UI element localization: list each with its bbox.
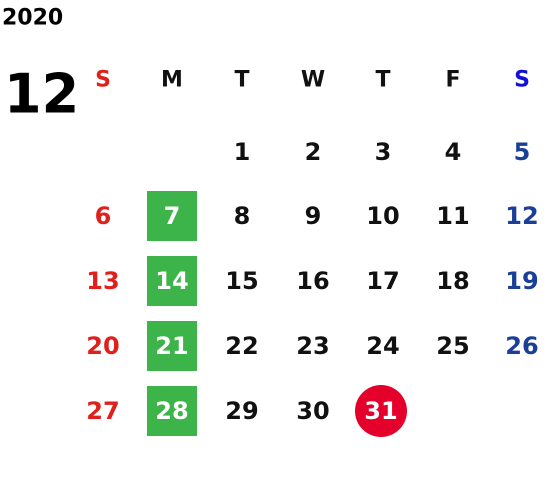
weekday-label: T — [375, 68, 390, 93]
day-number: 18 — [436, 267, 469, 295]
day-number: 4 — [445, 138, 462, 166]
highlight-box — [147, 256, 197, 306]
day-number: 7 — [164, 202, 181, 230]
day-number: 19 — [505, 267, 538, 295]
year: 2020 — [2, 6, 63, 31]
day-number: 14 — [155, 267, 188, 295]
day-number: 8 — [234, 202, 251, 230]
today-circle — [355, 385, 407, 437]
day-number: 29 — [225, 397, 258, 425]
day-number: 12 — [505, 202, 538, 230]
weekday-label: W — [301, 68, 325, 93]
highlight-box — [147, 386, 197, 436]
day-number: 30 — [296, 397, 329, 425]
weekday-label: T — [234, 68, 249, 93]
month: 12 — [4, 63, 79, 126]
weekday-label: S — [514, 68, 530, 93]
day-number: 11 — [436, 202, 469, 230]
day-number: 5 — [514, 138, 531, 166]
highlight-box — [147, 321, 197, 371]
highlight-box — [147, 191, 197, 241]
day-number: 27 — [86, 397, 119, 425]
day-number: 26 — [505, 332, 538, 360]
day-number: 21 — [155, 332, 188, 360]
day-number: 17 — [366, 267, 399, 295]
day-number: 20 — [86, 332, 119, 360]
weekday-label: M — [161, 68, 183, 93]
day-number: 23 — [296, 332, 329, 360]
day-number: 22 — [225, 332, 258, 360]
day-number: 1 — [234, 138, 251, 166]
day-number: 2 — [305, 138, 322, 166]
day-number: 25 — [436, 332, 469, 360]
day-number: 15 — [225, 267, 258, 295]
day-number: 28 — [155, 397, 188, 425]
weekday-label: S — [95, 68, 111, 93]
day-number: 31 — [364, 397, 397, 425]
day-number: 24 — [366, 332, 399, 360]
day-number: 9 — [305, 202, 322, 230]
day-number: 16 — [296, 267, 329, 295]
day-number: 6 — [95, 202, 112, 230]
weekday-label: F — [445, 68, 460, 93]
day-number: 13 — [86, 267, 119, 295]
day-number: 10 — [366, 202, 399, 230]
day-number: 3 — [375, 138, 392, 166]
